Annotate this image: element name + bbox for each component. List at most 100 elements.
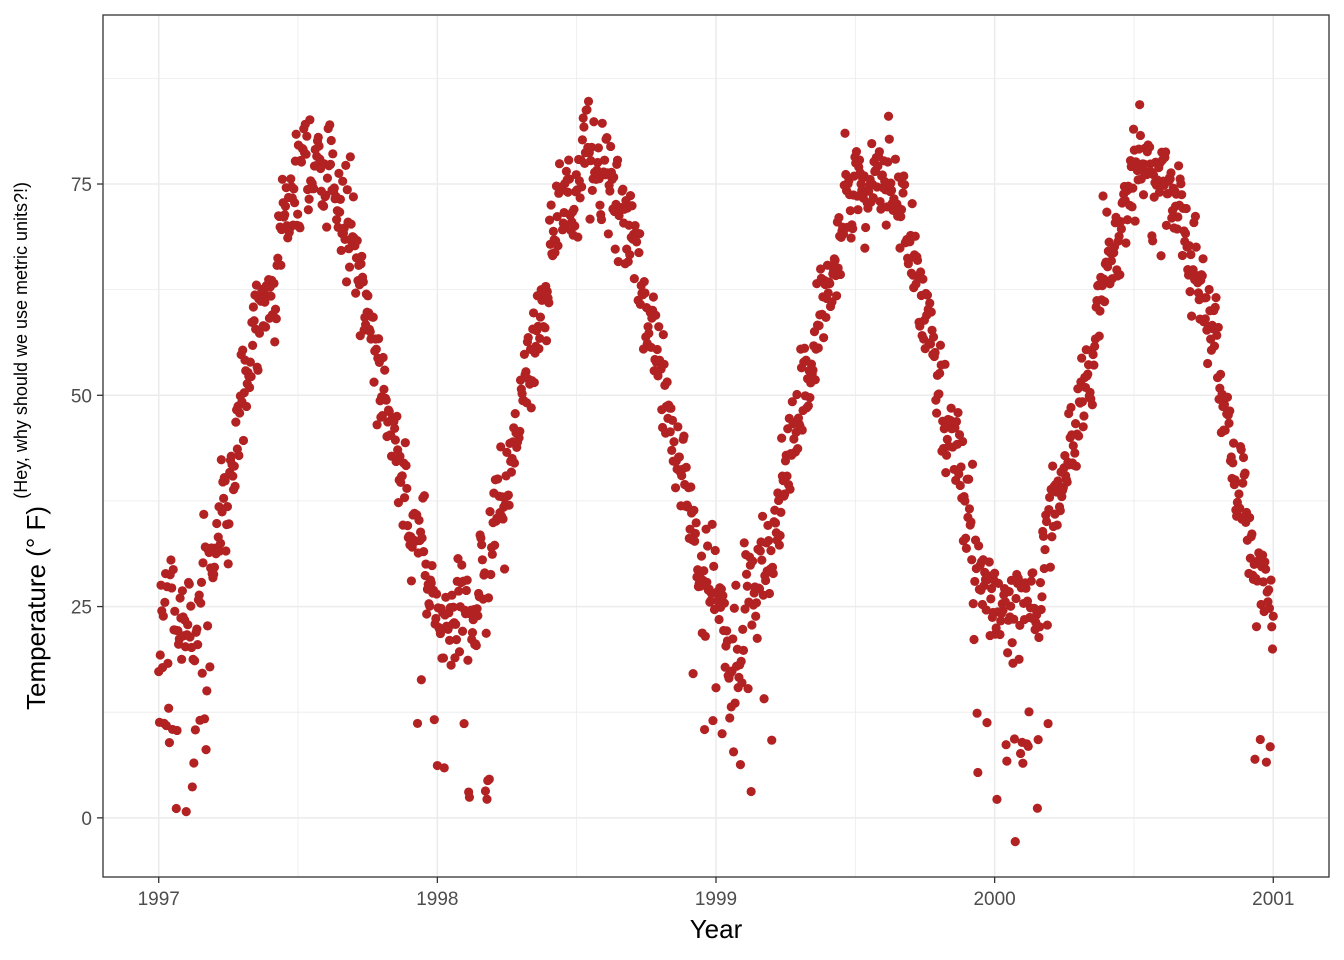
data-point xyxy=(209,569,219,579)
data-point xyxy=(767,735,777,745)
data-point xyxy=(1250,754,1260,764)
data-point xyxy=(814,321,824,331)
data-point xyxy=(966,517,976,527)
data-point xyxy=(1023,741,1033,752)
data-point xyxy=(1176,179,1186,189)
data-point xyxy=(167,583,177,593)
data-point xyxy=(526,403,536,413)
data-point xyxy=(234,450,244,461)
data-point xyxy=(699,724,710,735)
data-point xyxy=(372,420,382,430)
data-point xyxy=(881,220,891,230)
data-point xyxy=(373,334,384,344)
data-point xyxy=(371,344,381,354)
data-point xyxy=(1095,306,1105,316)
data-point xyxy=(348,192,358,202)
data-point xyxy=(499,564,510,574)
data-point xyxy=(686,482,696,492)
data-point xyxy=(168,564,178,575)
data-point xyxy=(1037,592,1047,602)
data-point xyxy=(290,198,300,208)
data-point xyxy=(427,560,437,571)
data-point xyxy=(1235,503,1245,513)
data-point xyxy=(1264,603,1275,613)
data-point xyxy=(246,371,256,382)
data-point xyxy=(1166,168,1176,178)
data-point xyxy=(953,408,963,418)
data-point xyxy=(777,433,787,443)
data-point xyxy=(673,422,683,432)
data-point xyxy=(164,703,174,713)
data-point xyxy=(973,767,983,778)
data-point xyxy=(825,279,835,289)
data-point xyxy=(1245,512,1255,523)
data-point xyxy=(787,397,797,407)
data-point xyxy=(561,166,571,177)
data-point xyxy=(177,654,187,664)
data-point xyxy=(1267,622,1277,632)
data-point xyxy=(639,277,649,287)
data-point xyxy=(305,115,315,125)
data-point xyxy=(1228,458,1238,468)
data-point xyxy=(496,442,506,452)
data-point xyxy=(972,708,982,718)
data-point xyxy=(190,656,200,666)
data-point xyxy=(691,518,701,528)
data-point xyxy=(248,340,258,350)
data-point xyxy=(928,332,939,342)
data-point xyxy=(667,445,677,456)
data-point xyxy=(1266,575,1276,585)
data-point xyxy=(1238,478,1248,488)
data-point xyxy=(395,451,405,461)
data-point xyxy=(1033,734,1043,745)
data-point xyxy=(1261,564,1271,574)
data-point xyxy=(803,401,813,411)
data-point xyxy=(486,569,496,580)
data-point xyxy=(1052,520,1062,530)
data-point xyxy=(1099,297,1110,307)
data-point xyxy=(587,185,597,196)
data-point xyxy=(597,118,607,128)
data-point xyxy=(254,328,265,338)
data-point xyxy=(457,560,467,570)
data-point xyxy=(954,469,964,479)
data-point xyxy=(425,601,435,611)
data-point xyxy=(535,312,546,322)
data-point xyxy=(219,493,229,503)
data-point xyxy=(202,686,212,696)
data-point xyxy=(377,410,387,421)
data-point xyxy=(548,226,559,236)
data-point xyxy=(835,269,846,280)
data-point xyxy=(271,314,281,324)
data-point xyxy=(1264,585,1274,595)
data-point xyxy=(471,640,481,651)
data-point xyxy=(519,349,529,359)
data-point xyxy=(341,277,352,287)
data-point xyxy=(725,713,735,723)
data-point xyxy=(1268,611,1278,621)
data-point xyxy=(1234,489,1244,499)
data-point xyxy=(241,401,252,412)
data-point xyxy=(896,211,906,222)
data-point xyxy=(435,628,446,639)
data-point xyxy=(808,365,818,375)
data-point xyxy=(230,481,240,491)
data-point xyxy=(417,533,427,543)
data-point xyxy=(854,155,865,165)
y-tick-label: 25 xyxy=(71,598,92,619)
data-point xyxy=(706,596,716,606)
data-point xyxy=(1154,187,1165,197)
data-point xyxy=(431,613,441,624)
data-point xyxy=(477,555,487,565)
data-point xyxy=(874,147,884,157)
data-point xyxy=(402,521,413,531)
data-point xyxy=(326,135,336,146)
data-point xyxy=(968,599,978,609)
data-point xyxy=(618,184,628,194)
data-point xyxy=(528,308,539,318)
data-point xyxy=(593,143,604,153)
data-point xyxy=(498,514,508,524)
data-point xyxy=(402,483,412,494)
data-point xyxy=(238,435,249,446)
data-point xyxy=(709,561,719,571)
